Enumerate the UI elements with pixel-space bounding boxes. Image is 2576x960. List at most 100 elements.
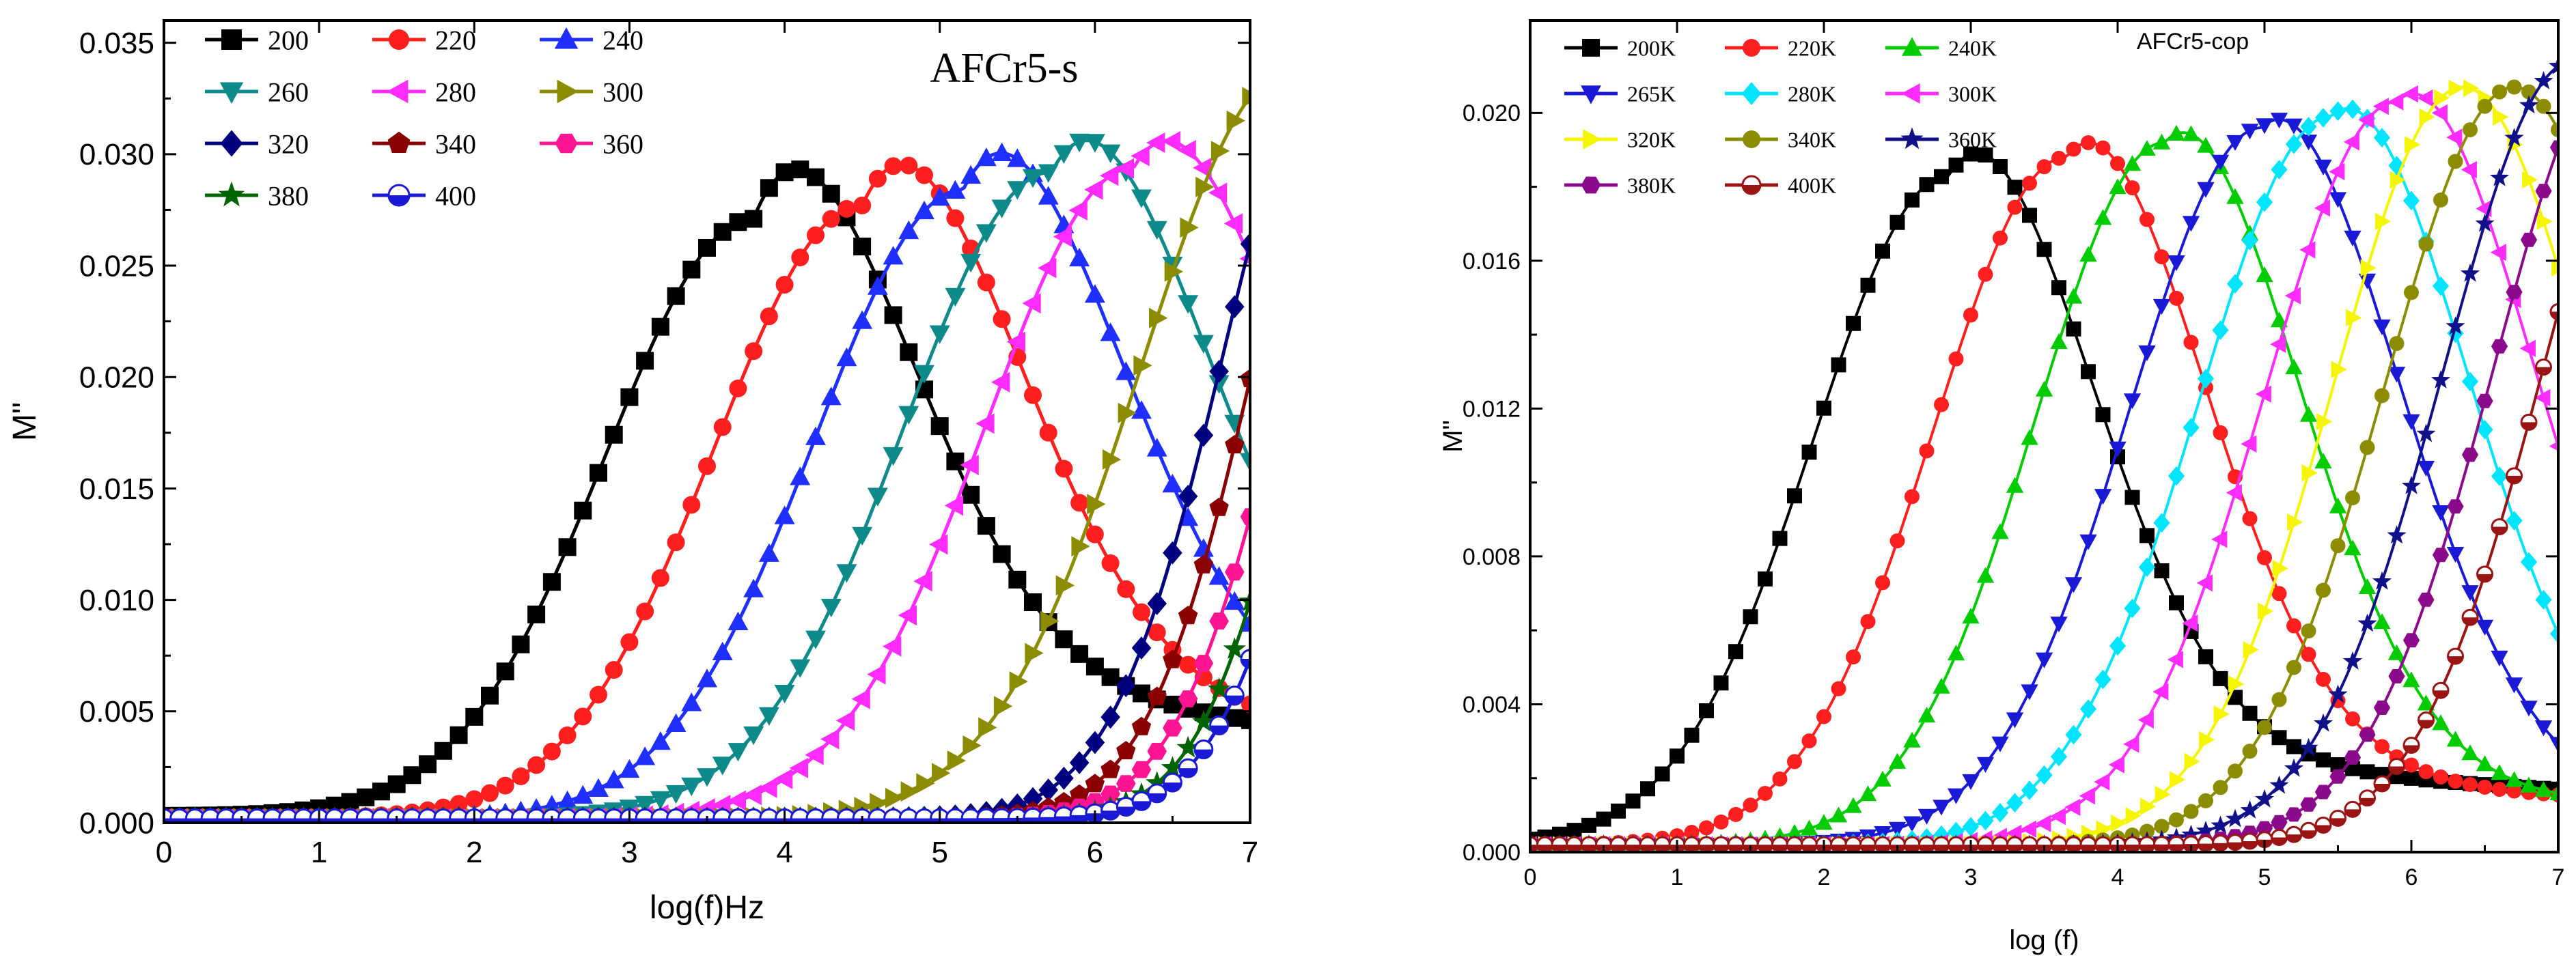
- data-point-360: [1100, 785, 1120, 803]
- data-point-240: [603, 770, 624, 789]
- data-point-200: [884, 306, 902, 324]
- data-point-240: [960, 165, 982, 184]
- data-point-400K: [2124, 836, 2141, 852]
- data-point-265K: [1976, 757, 1995, 773]
- data-point-320K: [2375, 212, 2392, 230]
- y-axis-label: M": [7, 402, 43, 441]
- data-point-240K: [1903, 731, 1921, 748]
- data-point-320K: [2258, 602, 2274, 620]
- data-point-240K: [2035, 380, 2053, 397]
- y-axis-label: M": [1438, 420, 1468, 453]
- y-tick-label: 0.008: [1463, 544, 1521, 570]
- legend-label: 240K: [1948, 36, 1997, 61]
- data-point-240K: [2432, 714, 2450, 731]
- data-point-200K: [1919, 177, 1935, 193]
- data-point-320K: [2405, 136, 2421, 154]
- data-point-320K: [2228, 675, 2245, 693]
- data-point-200K: [1948, 157, 1964, 173]
- data-point-280: [883, 636, 902, 657]
- y-tick-label: 0.012: [1463, 396, 1521, 422]
- data-point-220K: [1684, 824, 1700, 840]
- data-point-320K: [2287, 513, 2303, 531]
- data-point-240K: [2505, 771, 2523, 787]
- data-point-200: [807, 168, 825, 186]
- data-point-200K: [1743, 609, 1758, 625]
- data-point-200K: [1728, 644, 1743, 660]
- data-point-200: [636, 352, 654, 370]
- data-point-200: [1225, 709, 1244, 727]
- data-point-340K: [2374, 388, 2390, 404]
- data-point-300K: [2182, 615, 2198, 632]
- legend-label: 265K: [1627, 82, 1676, 107]
- data-point-400K: [1756, 836, 1774, 852]
- data-point-200K: [1963, 146, 1978, 162]
- data-point-300K: [2358, 111, 2374, 129]
- data-point-240: [1224, 591, 1245, 610]
- data-point-280: [898, 605, 917, 626]
- x-tick-label: 6: [2405, 864, 2418, 890]
- data-point-200K: [1596, 811, 1611, 827]
- data-point-200K: [1713, 675, 1729, 691]
- data-point-260: [650, 791, 671, 810]
- data-point-265K: [2094, 489, 2112, 505]
- data-point-240K: [2344, 539, 2362, 556]
- data-point-220K: [2463, 776, 2478, 792]
- data-point-300: [993, 696, 1013, 717]
- data-point-200: [651, 317, 669, 336]
- data-point-340: [1085, 774, 1105, 793]
- legend-entry-400K: 400K: [1725, 173, 1836, 198]
- data-point-300: [1025, 643, 1044, 664]
- data-point-240K: [2226, 188, 2244, 204]
- data-point-265K: [2329, 192, 2347, 208]
- data-point-360K: [2372, 571, 2392, 590]
- data-point-380K: [2256, 821, 2273, 836]
- data-point-200K: [1566, 823, 1582, 838]
- data-point-220: [1148, 623, 1166, 642]
- chart-panel-2: 0 1 2 3 4 5 6 7 0.000 0.004 0.008 0.012 0.016 0.020 lo…: [1438, 19, 2564, 955]
- data-point-360K: [2460, 263, 2480, 282]
- data-point-400K: [1918, 836, 1935, 852]
- data-point-240: [929, 186, 950, 206]
- data-point-400K: [1536, 836, 1553, 852]
- data-point-300: [900, 781, 919, 802]
- legend-marker-240K: [1902, 37, 1922, 56]
- data-point-265K: [2270, 113, 2288, 129]
- data-point-265K: [2417, 460, 2435, 477]
- data-point-320K: [2551, 259, 2558, 277]
- data-point-300K: [2417, 89, 2433, 107]
- data-point-200: [1070, 645, 1089, 663]
- data-point-380K: [2535, 184, 2552, 199]
- legend-entry-280: 280: [372, 76, 476, 107]
- data-point-200K: [1787, 488, 1802, 504]
- data-point-240K: [2123, 155, 2142, 171]
- data-point-340K: [2404, 285, 2419, 300]
- data-point-380K: [2432, 548, 2450, 563]
- data-point-360K: [2387, 525, 2407, 544]
- data-point-400K: [1727, 836, 1745, 852]
- data-point-300: [932, 763, 951, 784]
- data-point-220: [868, 169, 887, 188]
- legend-entry-340: 340: [372, 128, 476, 159]
- legend-marker-265K: [1581, 85, 1601, 104]
- data-point-200: [387, 775, 406, 793]
- data-point-220: [915, 166, 933, 184]
- data-point-220K: [1816, 709, 1831, 724]
- data-point-400K: [2300, 821, 2317, 839]
- data-point-220K: [1831, 681, 1846, 696]
- x-tick-label: 0: [1524, 864, 1537, 890]
- data-point-400K: [1786, 836, 1803, 852]
- data-point-240: [945, 180, 966, 199]
- data-point-200K: [2095, 407, 2111, 423]
- data-point-240: [805, 426, 826, 445]
- data-point-400: [1131, 791, 1152, 811]
- legend-label: 380K: [1627, 173, 1676, 198]
- data-point-400K: [2432, 681, 2450, 699]
- data-point-320K: [2434, 89, 2450, 107]
- data-point-360K: [2446, 316, 2465, 335]
- legend-marker-300: [557, 79, 579, 104]
- legend-entry-260: 260: [205, 76, 309, 107]
- x-tick-label: 4: [776, 836, 792, 869]
- data-point-200K: [2036, 242, 2052, 257]
- legend-marker-400K: [1741, 175, 1762, 195]
- data-point-220K: [2448, 774, 2463, 789]
